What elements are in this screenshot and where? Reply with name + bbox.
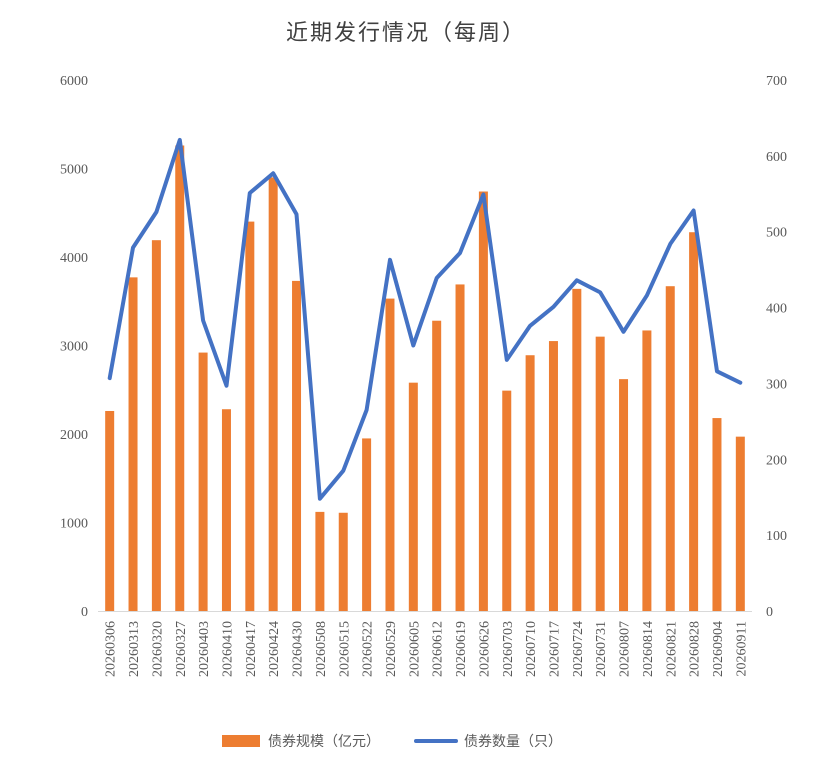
bar: [642, 330, 652, 611]
x-tick-label: 20260904: [711, 621, 726, 677]
legend-label-bar: 债券规模（亿元）: [268, 734, 380, 750]
y-left-tick-label: 3000: [60, 340, 88, 355]
x-tick-label: 20260731: [594, 621, 609, 677]
bar: [385, 298, 395, 611]
x-tick-label: 20260508: [314, 621, 329, 677]
x-tick-label: 20260828: [688, 621, 703, 677]
x-tick-label: 20260306: [104, 621, 119, 677]
x-tick-label: 20260529: [384, 621, 399, 677]
x-tick-label: 20260417: [244, 621, 259, 677]
x-tick-label: 20260522: [361, 621, 376, 677]
bar: [689, 232, 699, 611]
y-right-tick-label: 500: [766, 226, 787, 241]
y-left-tick-label: 5000: [60, 163, 88, 178]
bar: [198, 352, 208, 611]
x-tick-label: 20260605: [407, 621, 422, 677]
x-axis: 20260306 20260313 20260320 20260327 20260403…: [98, 611, 752, 677]
y-right-tick-label: 300: [766, 377, 787, 392]
x-tick-label: 20260410: [220, 621, 235, 677]
x-tick-label: 20260911: [734, 621, 749, 676]
bar: [478, 191, 488, 611]
x-tick-label: 20260626: [477, 621, 492, 677]
y-left-tick-label: 0: [81, 605, 88, 620]
bar: [595, 336, 605, 611]
x-tick-label: 20260807: [618, 621, 633, 677]
bar: [735, 436, 745, 611]
bar: [432, 320, 442, 611]
series-line: [107, 137, 743, 501]
x-tick-label: 20260814: [641, 621, 656, 677]
y-left-tick-label: 1000: [60, 517, 88, 532]
bar: [548, 341, 558, 611]
bar: [221, 409, 231, 611]
x-tick-label: 20260327: [174, 621, 189, 677]
bar: [572, 288, 582, 611]
y-right-tick-label: 200: [766, 453, 787, 468]
y-right-tick-label: 0: [766, 605, 773, 620]
x-tick-label: 20260710: [524, 621, 539, 677]
bar: [665, 286, 675, 611]
line-series: [107, 137, 743, 501]
bar: [525, 355, 535, 611]
x-tick-label: 20260424: [267, 621, 282, 677]
x-tick-label: 20260313: [127, 621, 142, 677]
x-tick-label: 20260320: [150, 621, 165, 677]
y-left-tick-label: 4000: [60, 251, 88, 266]
bar: [502, 390, 512, 611]
right-y-axis: 0 100 200 300 400 500 600 700: [766, 74, 787, 620]
bar-series: [105, 145, 745, 612]
bar: [455, 284, 465, 611]
x-tick-label: 20260619: [454, 621, 469, 677]
x-tick-label: 20260703: [501, 621, 516, 677]
x-tick-label: 20260612: [431, 621, 446, 677]
bar: [105, 410, 115, 611]
bar: [408, 382, 418, 611]
x-tick-label: 20260724: [571, 621, 586, 677]
chart-title: 近期发行情况（每周）: [286, 21, 526, 46]
bar: [128, 277, 138, 611]
x-tick-label: 20260515: [337, 621, 352, 677]
bar: [268, 177, 278, 611]
bar: [245, 221, 255, 611]
legend: 债券规模（亿元） 债券数量（只）: [222, 734, 562, 750]
x-tick-label: 20260430: [291, 621, 306, 677]
bar: [315, 511, 325, 611]
y-right-tick-label: 600: [766, 150, 787, 165]
bar: [338, 512, 348, 611]
legend-swatch-bar: [222, 735, 260, 747]
bar: [292, 280, 302, 611]
bar: [175, 145, 185, 612]
bar: [151, 240, 161, 611]
y-right-tick-label: 100: [766, 529, 787, 544]
y-right-tick-label: 700: [766, 74, 787, 89]
y-left-tick-label: 6000: [60, 74, 88, 89]
bar: [619, 379, 629, 611]
legend-label-line: 债券数量（只）: [464, 734, 562, 750]
bar: [362, 438, 372, 611]
x-tick-label: 20260717: [547, 621, 562, 677]
y-right-tick-label: 400: [766, 302, 787, 317]
left-y-axis: 0 1000 2000 3000 4000 5000 6000: [60, 74, 88, 620]
x-tick-label: 20260821: [664, 621, 679, 677]
bar: [712, 418, 722, 611]
x-tick-label: 20260403: [197, 621, 212, 677]
y-left-tick-label: 2000: [60, 428, 88, 443]
